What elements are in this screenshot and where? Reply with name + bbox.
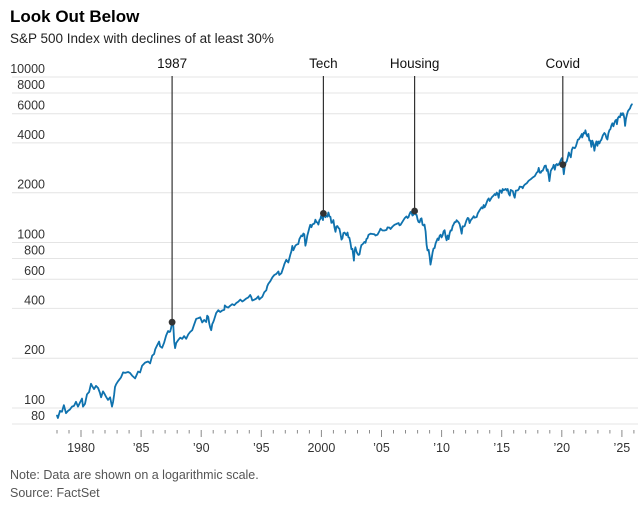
annotation-label: Housing xyxy=(390,56,440,71)
y-axis-labels: 10000 8000 6000 4000 2000 1000 800 600 400 200 100… xyxy=(10,62,45,423)
annotation-covid: Covid xyxy=(546,56,581,169)
annotation-label: Tech xyxy=(309,56,338,71)
annotation-dot xyxy=(411,207,418,215)
y-axis-label: 8000 xyxy=(17,78,45,92)
chart-note: Note: Data are shown on a logarithmic sc… xyxy=(10,468,259,482)
x-axis-labels: 1980 ’85 ’90 ’95 2000 ’05 ’10 ’15 ’20 ’25 xyxy=(67,441,630,455)
y-axis-label: 100 xyxy=(24,393,45,407)
x-axis-label: ’85 xyxy=(133,441,150,455)
x-axis-label: ’10 xyxy=(433,441,450,455)
x-axis-label: 1980 xyxy=(67,441,95,455)
annotation-dot xyxy=(559,161,567,169)
y-axis-label: 200 xyxy=(24,343,45,357)
chart-subtitle: S&P 500 Index with declines of at least … xyxy=(10,31,274,46)
y-axis-label: 400 xyxy=(24,293,45,307)
y-axis-label: 600 xyxy=(24,264,45,278)
sp500-series-line xyxy=(56,103,633,419)
y-axis-label: 2000 xyxy=(17,178,45,192)
annotation-dot xyxy=(168,318,176,326)
chart-source: Source: FactSet xyxy=(10,486,100,500)
y-gridlines xyxy=(12,76,638,425)
annotation-label: Covid xyxy=(546,56,581,71)
chart-title: Look Out Below xyxy=(10,7,140,26)
y-axis-label: 10000 xyxy=(10,62,45,76)
annotation-label: 1987 xyxy=(157,56,187,71)
y-axis-label: 6000 xyxy=(17,99,45,113)
x-axis-label: 2000 xyxy=(307,441,335,455)
x-axis-label: ’20 xyxy=(553,441,570,455)
x-axis-label: ’25 xyxy=(614,441,631,455)
y-axis-label: 80 xyxy=(31,409,45,423)
x-axis-ticks xyxy=(56,430,635,437)
y-axis-label: 4000 xyxy=(17,128,45,142)
x-axis-label: ’90 xyxy=(193,441,210,455)
x-axis-label: ’05 xyxy=(373,441,390,455)
annotation-housing: Housing xyxy=(390,56,440,215)
y-axis-label: 1000 xyxy=(17,228,45,242)
sp500-log-line-chart: 10000 8000 6000 4000 2000 1000 800 600 400 200 100… xyxy=(10,56,638,455)
annotation-1987: 1987 xyxy=(157,56,187,326)
x-axis-label: ’95 xyxy=(253,441,270,455)
y-axis-label: 800 xyxy=(24,244,45,258)
annotation-dot xyxy=(320,210,327,217)
x-axis-label: ’15 xyxy=(493,441,510,455)
annotation-tech: Tech xyxy=(309,56,338,217)
